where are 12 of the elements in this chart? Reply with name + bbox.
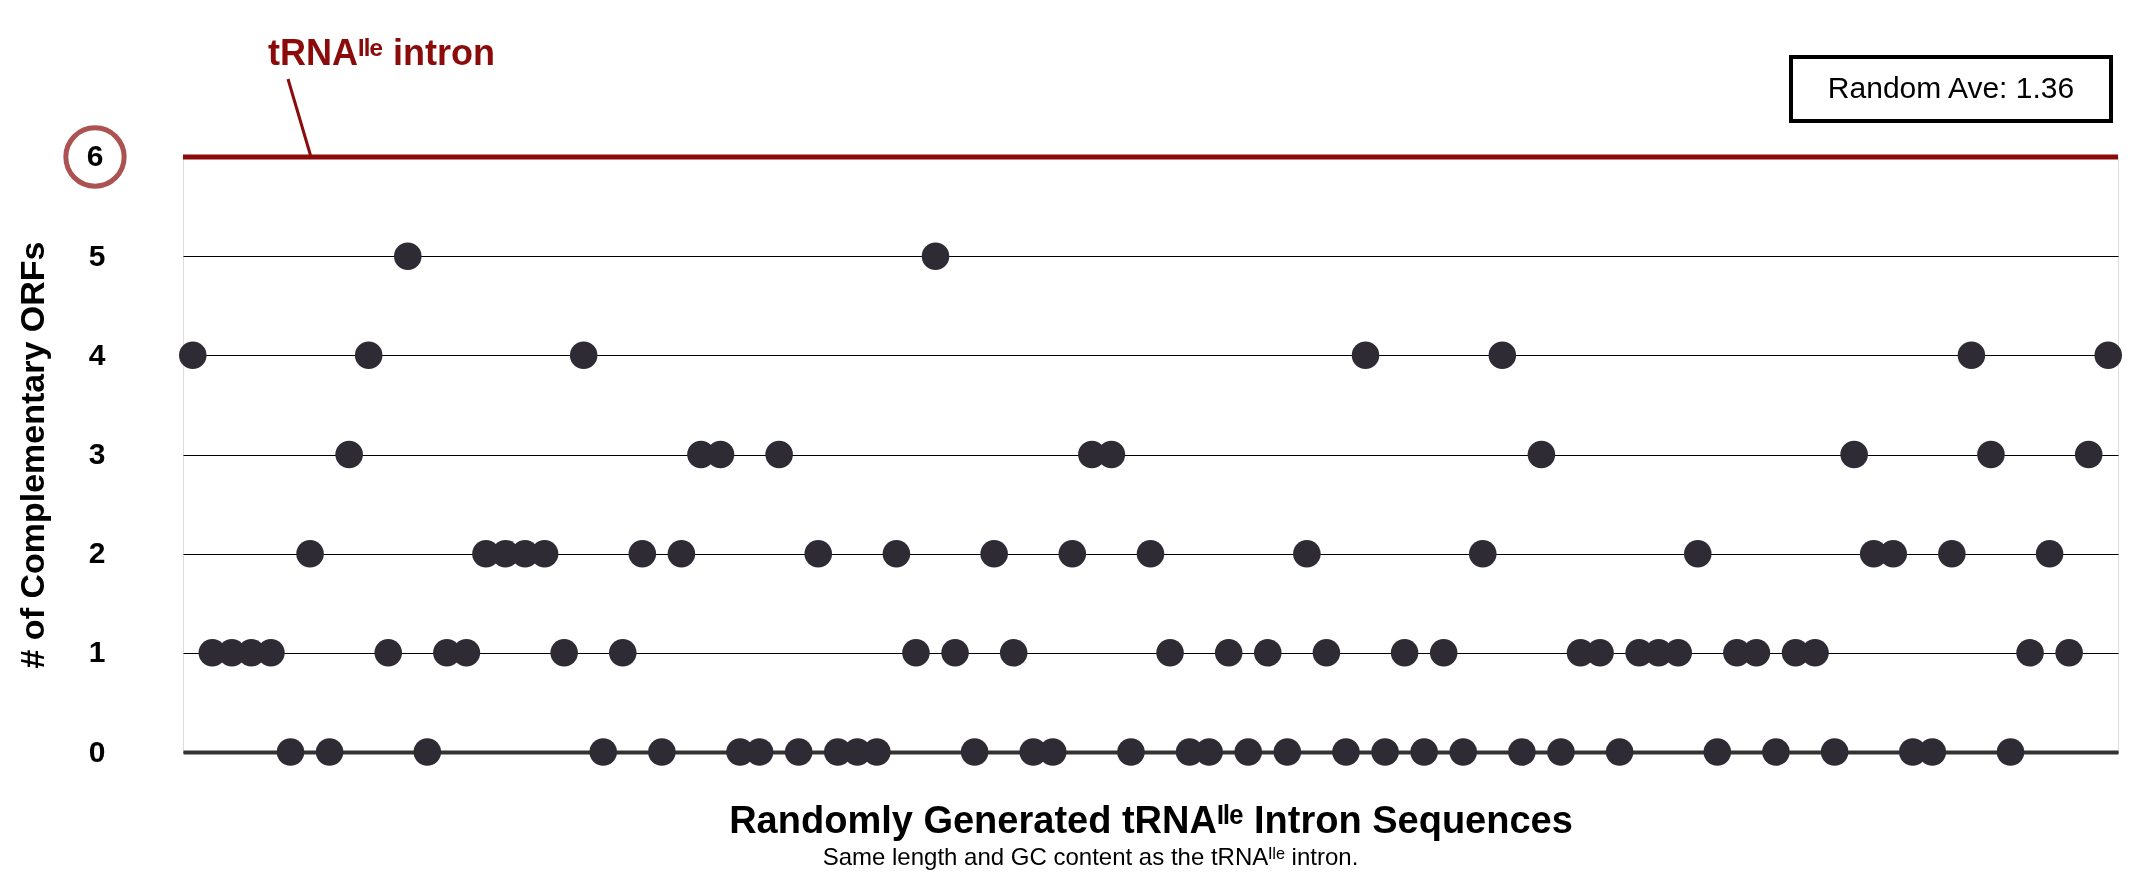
y-tick-label: 3 xyxy=(88,437,106,470)
text: Random Ave: 1.36 xyxy=(1827,71,2075,104)
y-tick-label: 5 xyxy=(88,238,106,272)
y-tick-label: 2 xyxy=(88,536,106,570)
y-axis-title: # of Complementary ORFs xyxy=(12,241,51,669)
y-tick-label: 4 xyxy=(88,337,106,371)
x-axis-title: Randomly Generated tRNAᴵˡᵉ Intron Sequences xyxy=(729,798,1573,841)
annotation: tRNAᴵˡᵉ intron xyxy=(268,32,496,73)
ref-line-label: 6 xyxy=(86,139,104,172)
text: Same length and GC content as the tRNAᴵˡᵉ intron. xyxy=(822,843,1359,870)
y-tick-label: 1 xyxy=(88,635,106,669)
y-tick-label: 0 xyxy=(88,734,106,768)
